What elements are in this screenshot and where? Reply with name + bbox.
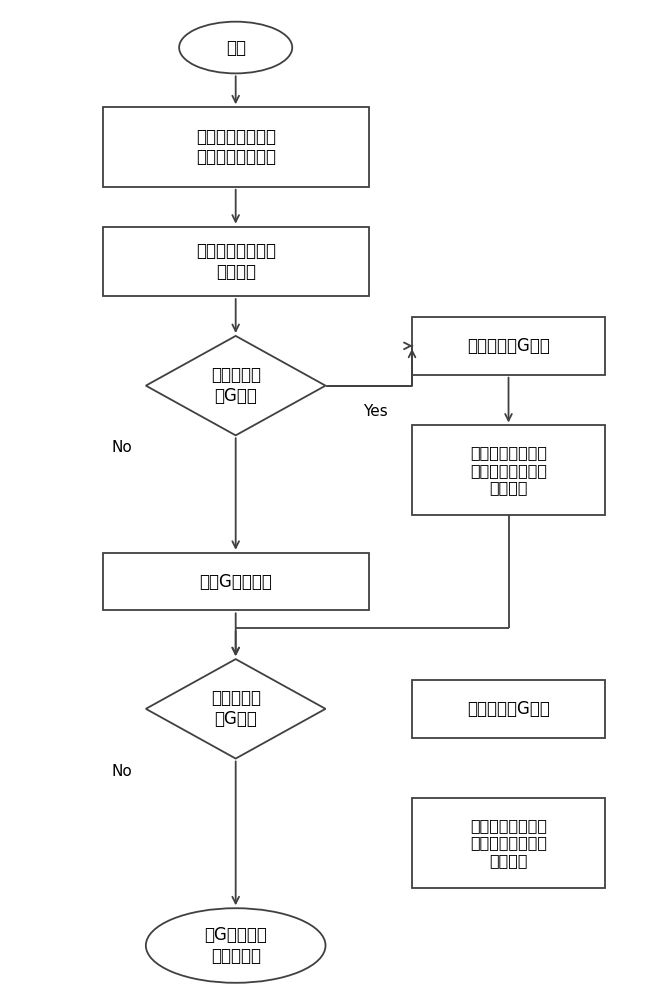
- Ellipse shape: [146, 908, 325, 983]
- Bar: [412, 425, 605, 515]
- Text: 开始: 开始: [225, 39, 246, 57]
- Text: 回到G代码开头: 回到G代码开头: [199, 573, 272, 591]
- Text: 求取各个旋转轴的
运动比率: 求取各个旋转轴的 运动比率: [196, 242, 276, 281]
- Text: 是否有下一
行G代码: 是否有下一 行G代码: [211, 689, 260, 728]
- Polygon shape: [146, 659, 325, 759]
- Text: 是否有下一
行G代码: 是否有下一 行G代码: [211, 366, 260, 405]
- Text: 将G代码传递
给数控系统: 将G代码传递 给数控系统: [204, 926, 267, 965]
- Bar: [412, 798, 605, 888]
- Text: No: No: [112, 764, 133, 779]
- Text: 读取下一行G代码: 读取下一行G代码: [467, 337, 550, 355]
- Text: 选取参考点，测量
各旋转轴旋转半径: 选取参考点，测量 各旋转轴旋转半径: [196, 128, 276, 166]
- Bar: [103, 553, 369, 610]
- Text: 计算各轴运动量，
加权平均算出运动
比例系数: 计算各轴运动量， 加权平均算出运动 比例系数: [470, 445, 547, 495]
- Text: 读取下一行G代码: 读取下一行G代码: [467, 700, 550, 718]
- Polygon shape: [146, 336, 325, 435]
- Ellipse shape: [179, 22, 293, 73]
- Bar: [103, 107, 369, 187]
- Text: 进给速度乘以运动
比例系数，替换原
进给速度: 进给速度乘以运动 比例系数，替换原 进给速度: [470, 818, 547, 868]
- Text: No: No: [112, 440, 133, 455]
- Bar: [412, 680, 605, 738]
- Text: Yes: Yes: [363, 404, 388, 419]
- Bar: [103, 227, 369, 296]
- Bar: [412, 317, 605, 375]
